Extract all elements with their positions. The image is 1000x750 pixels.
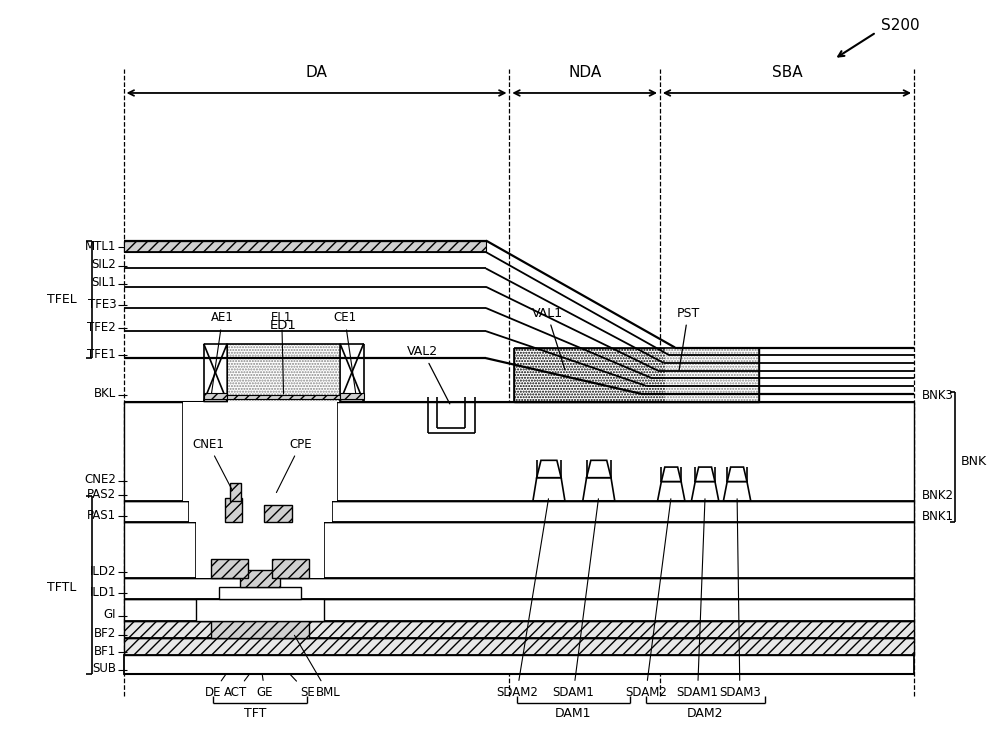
Text: SDAM3: SDAM3	[719, 499, 761, 699]
Text: S200: S200	[881, 18, 920, 33]
Bar	[196, 599, 324, 621]
Bar	[219, 586, 301, 599]
Text: CPE: CPE	[276, 438, 312, 493]
Text: SBA: SBA	[772, 65, 802, 80]
Text: PAS2: PAS2	[87, 488, 116, 500]
Bar	[230, 482, 241, 501]
Text: ILD2: ILD2	[90, 565, 116, 578]
Polygon shape	[340, 344, 364, 401]
Polygon shape	[533, 478, 565, 501]
Text: CNE2: CNE2	[84, 473, 116, 486]
Text: TFE3: TFE3	[88, 298, 116, 310]
Bar	[124, 241, 486, 252]
Polygon shape	[727, 467, 747, 482]
Text: TFTL: TFTL	[47, 581, 77, 594]
Text: GI: GI	[104, 608, 116, 621]
Bar	[124, 501, 914, 522]
Bar	[240, 570, 280, 586]
Text: SE: SE	[290, 674, 315, 699]
Text: CE1: CE1	[333, 311, 356, 393]
Polygon shape	[691, 482, 719, 501]
Text: SDAM2: SDAM2	[625, 499, 671, 699]
Text: GE: GE	[257, 675, 273, 699]
Text: TFE1: TFE1	[87, 348, 116, 361]
Text: BF1: BF1	[94, 645, 116, 658]
Text: DA: DA	[306, 65, 327, 80]
Text: ACT: ACT	[224, 675, 249, 699]
Bar	[514, 349, 759, 401]
Bar	[124, 599, 914, 621]
Bar	[124, 655, 914, 674]
Text: ILD1: ILD1	[90, 586, 116, 599]
Text: DAM2: DAM2	[687, 707, 723, 720]
Text: CNE1: CNE1	[192, 438, 232, 491]
Polygon shape	[587, 460, 611, 478]
Text: BNK3: BNK3	[921, 389, 953, 402]
Bar	[189, 501, 332, 522]
Bar	[227, 395, 340, 398]
Polygon shape	[695, 467, 715, 482]
Text: DE: DE	[205, 675, 226, 699]
Polygon shape	[583, 478, 615, 501]
Text: TFEL: TFEL	[47, 292, 77, 306]
Polygon shape	[537, 460, 561, 478]
Bar	[272, 559, 309, 578]
Bar	[124, 401, 914, 501]
Text: BKL: BKL	[94, 387, 116, 400]
Bar	[204, 393, 227, 398]
Text: SIL1: SIL1	[91, 277, 116, 290]
Bar	[211, 559, 248, 578]
Bar	[124, 522, 914, 578]
Bar	[225, 498, 242, 522]
Bar	[196, 522, 324, 578]
Text: BNK: BNK	[961, 455, 987, 468]
Text: NDA: NDA	[568, 65, 601, 80]
Bar	[183, 401, 337, 501]
Bar	[340, 393, 364, 398]
Text: TFE2: TFE2	[87, 321, 116, 334]
Text: BNK1: BNK1	[921, 510, 953, 523]
Polygon shape	[661, 467, 681, 482]
Bar	[665, 349, 759, 401]
Text: ED1: ED1	[270, 319, 297, 332]
Polygon shape	[658, 482, 685, 501]
Text: SIL2: SIL2	[91, 258, 116, 271]
Bar	[264, 505, 292, 522]
Text: MTL1: MTL1	[85, 240, 116, 253]
Text: BML: BML	[294, 635, 340, 699]
Polygon shape	[723, 482, 751, 501]
Text: SDAM2: SDAM2	[496, 499, 548, 699]
Text: SDAM1: SDAM1	[552, 499, 598, 699]
Bar	[124, 638, 914, 655]
Text: SUB: SUB	[92, 662, 116, 675]
Bar	[124, 578, 914, 599]
Text: EL1: EL1	[271, 311, 292, 394]
Bar	[124, 621, 914, 638]
Text: BNK2: BNK2	[921, 488, 953, 502]
Bar	[211, 621, 309, 638]
Text: PAS1: PAS1	[87, 509, 116, 522]
Text: VAL2: VAL2	[407, 345, 450, 404]
Bar	[227, 344, 340, 401]
Text: BF2: BF2	[94, 628, 116, 640]
Text: VAL1: VAL1	[531, 307, 565, 370]
Text: PST: PST	[677, 307, 700, 370]
Text: SDAM1: SDAM1	[677, 499, 719, 699]
Polygon shape	[204, 344, 227, 401]
Text: AE1: AE1	[211, 311, 234, 393]
Text: TFT: TFT	[244, 707, 267, 720]
Text: DAM1: DAM1	[555, 707, 592, 720]
